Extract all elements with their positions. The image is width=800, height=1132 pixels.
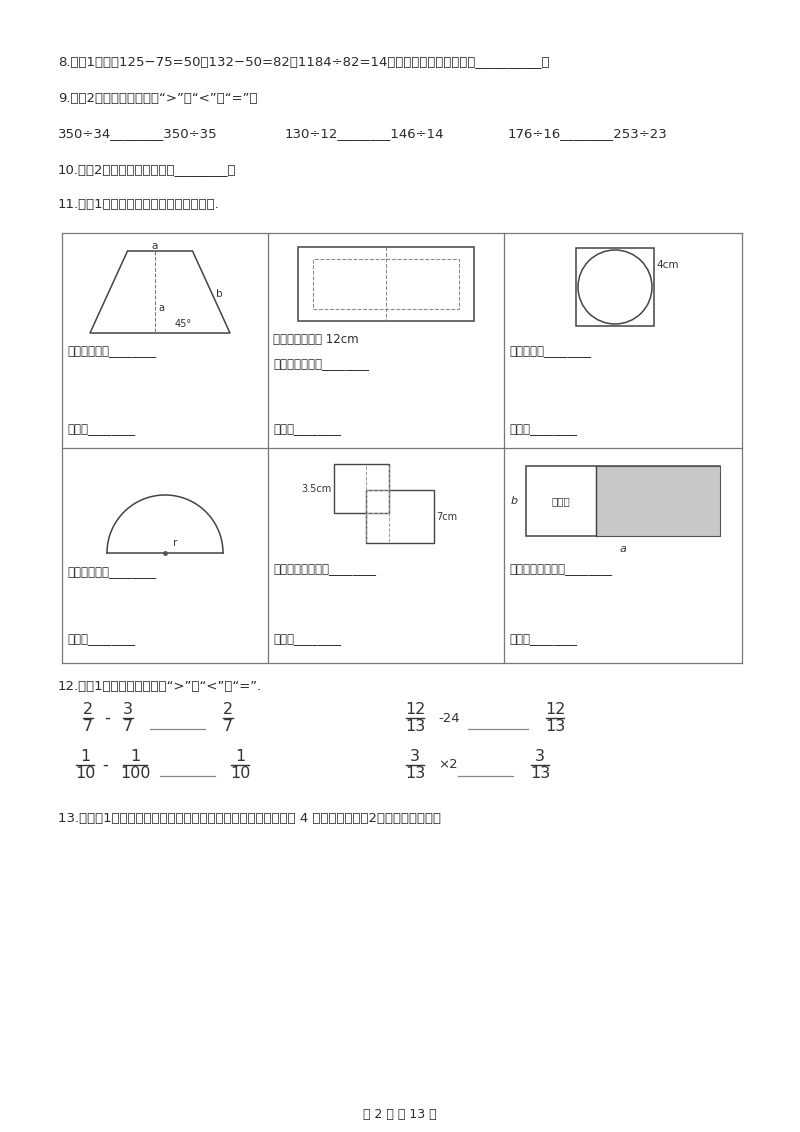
Text: 2: 2 [223, 702, 233, 717]
Text: ×2: ×2 [438, 758, 458, 772]
Text: 11.　（1分）计算下面图形的周长和面积.: 11. （1分）计算下面图形的周长和面积. [58, 198, 220, 211]
Text: -: - [102, 756, 108, 774]
Text: 1: 1 [80, 749, 90, 764]
Text: a: a [619, 544, 626, 554]
Text: 1: 1 [235, 749, 245, 764]
Text: 面积是________: 面积是________ [273, 423, 341, 436]
Text: 半圆的周长是________: 半圆的周长是________ [67, 566, 156, 578]
Bar [576, 248, 654, 326]
Bar [526, 466, 720, 535]
Text: a: a [158, 303, 164, 314]
Bar [366, 490, 434, 543]
Text: 正方形: 正方形 [552, 496, 570, 506]
Text: 350÷34________350÷35: 350÷34________350÷35 [58, 127, 218, 140]
Bar [313, 259, 459, 309]
Text: 10: 10 [230, 766, 250, 781]
Text: 12.　（1分）在横线上填上“>”、“<”或“=”.: 12. （1分）在横线上填上“>”、“<”或“=”. [58, 680, 262, 693]
Text: 7: 7 [83, 719, 93, 734]
Text: 涂色部分的周长是________: 涂色部分的周长是________ [509, 563, 612, 576]
Text: 面积是________: 面积是________ [67, 423, 135, 436]
Text: 10: 10 [75, 766, 95, 781]
Text: 13.　　（1分）一只平底锅上只能煎两条鱼，用它煎一条鱼需要 4 分钟，正反面咄2分钟。那么煎三条: 13. （1分）一只平底锅上只能煎两条鱼，用它煎一条鱼需要 4 分钟，正反面咄2… [58, 812, 441, 825]
Text: 面积是________: 面积是________ [67, 633, 135, 646]
Bar [298, 247, 474, 321]
Text: 13: 13 [545, 719, 565, 734]
Text: 10.　（2分）正方形的每条边________。: 10. （2分）正方形的每条边________。 [58, 163, 237, 175]
Text: 组合图形的周长是________: 组合图形的周长是________ [273, 563, 376, 576]
Text: 3.5cm: 3.5cm [302, 483, 332, 494]
Text: 7cm: 7cm [436, 512, 457, 522]
Text: 2: 2 [83, 702, 93, 717]
Text: 12: 12 [405, 702, 425, 717]
Text: 13: 13 [530, 766, 550, 781]
Text: 9.　（2分）在横线上填上“>”、“<”或“=”。: 9. （2分）在横线上填上“>”、“<”或“=”。 [58, 92, 258, 105]
Text: 45°: 45° [175, 319, 192, 329]
Text: 4cm: 4cm [656, 260, 678, 271]
Text: 100: 100 [120, 766, 150, 781]
Text: 13: 13 [405, 766, 425, 781]
Text: 圆的周长是________: 圆的周长是________ [509, 345, 591, 358]
Text: 7: 7 [123, 719, 133, 734]
Text: 13: 13 [405, 719, 425, 734]
Text: -24: -24 [438, 712, 460, 724]
Text: 正方形的周长是 12cm: 正方形的周长是 12cm [273, 333, 358, 346]
Text: 176÷16________253÷23: 176÷16________253÷23 [508, 127, 668, 140]
Text: 130÷12________146÷14: 130÷12________146÷14 [285, 127, 445, 140]
Text: 面积是________: 面积是________ [509, 633, 577, 646]
Text: 面积是________: 面积是________ [273, 633, 341, 646]
Text: a: a [152, 241, 158, 251]
Text: 3: 3 [123, 702, 133, 717]
Text: 3: 3 [410, 749, 420, 764]
Text: 3: 3 [535, 749, 545, 764]
Text: 面积是________: 面积是________ [509, 423, 577, 436]
Bar [334, 464, 389, 513]
Text: 长方形的周长是________: 长方形的周长是________ [273, 358, 369, 371]
Text: -: - [104, 709, 110, 727]
Text: 梯形的周长是________: 梯形的周长是________ [67, 345, 156, 358]
Text: 1: 1 [130, 749, 140, 764]
Text: 12: 12 [545, 702, 565, 717]
Text: r: r [173, 538, 178, 548]
Text: 第 2 页 共 13 页: 第 2 页 共 13 页 [363, 1108, 437, 1121]
Text: 8.　（1分）把125−75=50、132−50=82、1184÷82=14，写成一道综合算式是：__________。: 8. （1分）把125−75=50、132−50=82、1184÷82=14，写… [58, 55, 550, 68]
Bar [596, 466, 720, 535]
Text: b: b [510, 496, 518, 506]
Text: b: b [216, 289, 223, 299]
Text: 7: 7 [223, 719, 233, 734]
